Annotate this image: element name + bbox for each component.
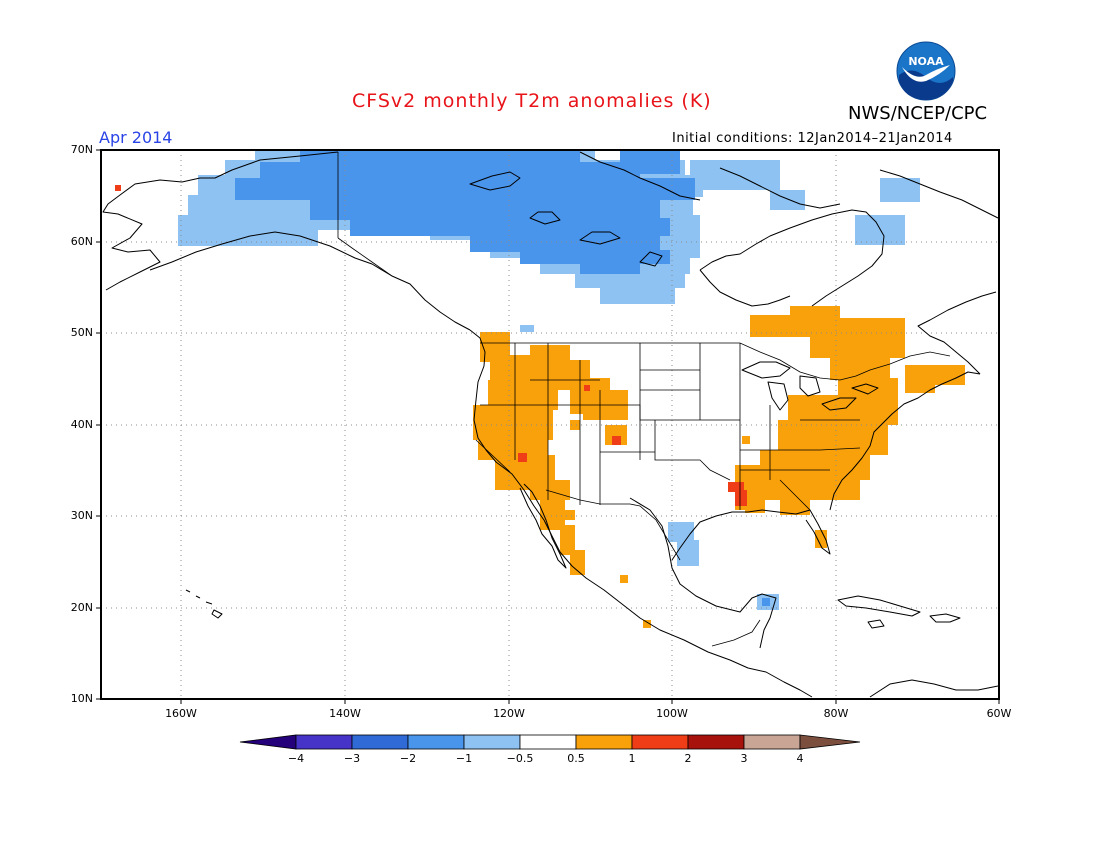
lat-label-40n: 40N [70,418,93,431]
map-title: CFSv2 monthly T2m anomalies (K) [352,90,712,112]
agency-label: NWS/NCEP/CPC [848,103,988,124]
colorbar-label: 0.5 [567,752,585,765]
colorbar-segment-below-minus4 [239,734,297,750]
colorbar-segment-neutral [519,734,577,750]
colorbar-segment-1-2 [631,734,689,750]
colorbar-label: −2 [399,752,417,765]
initial-conditions: Initial conditions: 12Jan2014–21Jan2014 [672,131,953,146]
colorbar-label: 3 [740,752,748,765]
axis-ticks [96,149,1000,704]
colorbar-segment-3-4 [743,734,801,750]
colorbar-label: −3 [343,752,361,765]
colorbar-segment-05-1 [575,734,633,750]
lat-label-30n: 30N [70,509,93,522]
colorbar-segment-minus1-minus05 [463,734,521,750]
colorbar-label: 2 [684,752,692,765]
colorbar-label: 4 [796,752,804,765]
lat-label-70n: 70N [70,143,93,156]
lon-label-160w: 160W [165,707,197,720]
anomaly-region-red [115,185,747,506]
anomaly-spot-yucatan [762,598,770,606]
lon-label-120w: 120W [493,707,525,720]
colorbar-segment-minus4-minus3 [295,734,353,750]
noaa-logo: NOAA [896,41,956,101]
lat-label-20n: 20N [70,601,93,614]
colorbar-segment-2-3 [687,734,745,750]
colorbar-segment-above-4 [799,734,861,750]
anomaly-region-medium-blue [235,150,695,274]
lat-label-50n: 50N [70,326,93,339]
colorbar-label: −1 [455,752,473,765]
colorbar-segment-minus2-minus1 [407,734,465,750]
political-boundaries [337,152,951,647]
forecast-month: Apr 2014 [99,128,173,147]
lat-label-60n: 60N [70,235,93,248]
colorbar-label: −0.5 [506,752,534,765]
lon-label-140w: 140W [329,707,361,720]
noaa-logo-text: NOAA [908,55,944,68]
lat-label-10n: 10N [70,692,93,705]
colorbar-segment-minus3-minus2 [351,734,409,750]
lon-label-60w: 60W [986,707,1012,720]
colorbar-label: −4 [287,752,305,765]
lon-label-100w: 100W [656,707,688,720]
lon-label-80w: 80W [823,707,849,720]
colorbar-label: 1 [628,752,636,765]
